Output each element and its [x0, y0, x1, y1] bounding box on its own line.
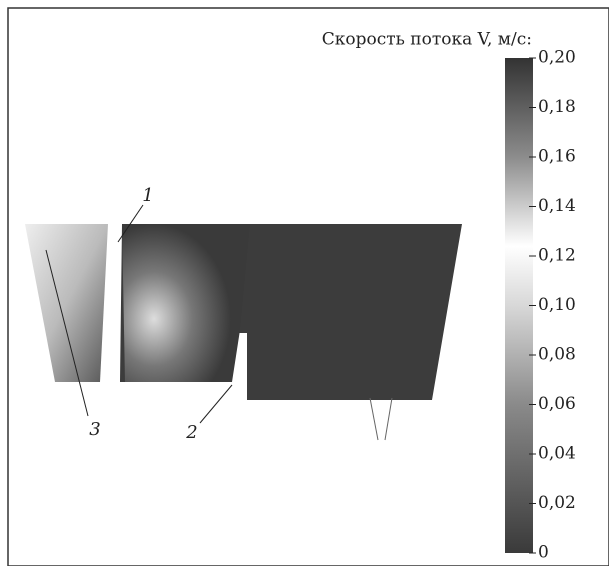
leader-line [200, 385, 232, 423]
annotation: 2 [185, 422, 197, 443]
colorbar-tick-label: 0 [538, 543, 549, 563]
colorbar-tick-label: 0,18 [538, 97, 576, 117]
colorbar-tick-label: 0,10 [538, 295, 576, 315]
region-left [25, 224, 108, 382]
colorbar-tick-label: 0,02 [538, 493, 576, 513]
region-inner [122, 224, 250, 382]
colorbar-tick-label: 0,12 [538, 246, 576, 266]
colorbar-tick-label: 0,20 [538, 48, 576, 68]
colorbar [505, 58, 533, 553]
figure: 1 2 3 Скорость потока V, м/с: 0 0,02 0,04 0… [0, 0, 609, 566]
annotation: 1 [142, 185, 153, 206]
annotation: 3 [89, 419, 100, 440]
colorbar-tick-label: 0,08 [538, 345, 576, 365]
colorbar-tick-label: 0,06 [538, 394, 576, 414]
colorbar-label: Скорость потока V, м/с: [322, 30, 532, 50]
colorbar-tick-label: 0,16 [538, 147, 576, 167]
colorbar-tick-label: 0,14 [538, 196, 576, 216]
colorbar-tick-label: 0,04 [538, 444, 576, 464]
nozzle [370, 398, 378, 440]
nozzle [385, 398, 392, 440]
